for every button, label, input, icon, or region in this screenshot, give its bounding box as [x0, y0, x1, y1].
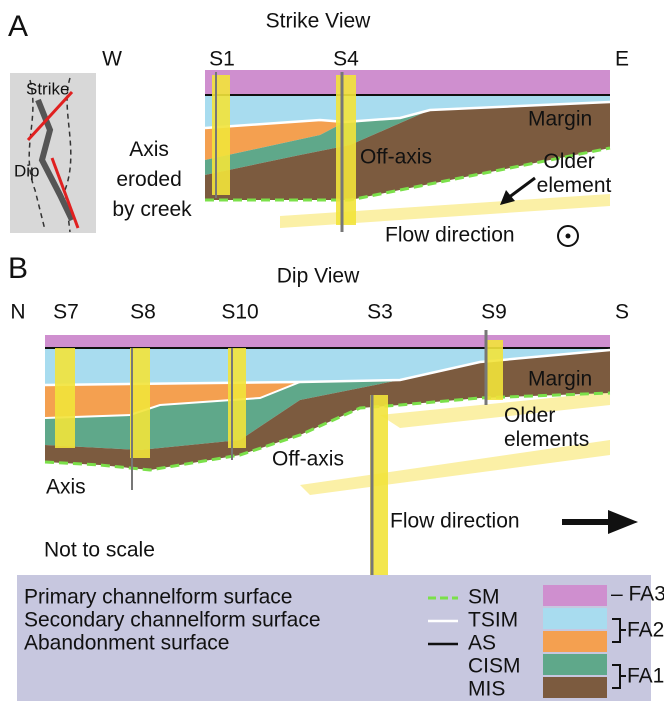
legend-label: FA2: [627, 619, 664, 642]
region-label: Off-axis: [360, 146, 432, 169]
legend-label: SM: [468, 586, 500, 609]
shape: [566, 234, 571, 239]
region-label: Off-axis: [272, 448, 344, 471]
shape: [205, 70, 610, 95]
region-label: Margin: [528, 368, 592, 391]
section-label: S4: [333, 48, 359, 71]
shape: [508, 178, 535, 198]
shape: [543, 608, 607, 629]
legend-label: Abandonment surface: [24, 632, 229, 655]
shape: [543, 677, 607, 698]
panel-label: A: [8, 10, 28, 43]
text-line: elements: [504, 428, 589, 451]
legend-label: AS: [468, 632, 496, 655]
shape: [336, 75, 356, 225]
shape: [228, 348, 246, 448]
inset-label: Dip: [14, 161, 40, 180]
text-line: by creek: [112, 198, 192, 221]
section-label: S10: [221, 301, 258, 324]
text-line: element: [537, 174, 612, 197]
section-label: S8: [130, 301, 156, 324]
legend-label: Primary channelform surface: [24, 586, 292, 609]
direction: W: [102, 48, 122, 71]
page: {"panel_a":{"label":"A","title":"Strike …: [0, 0, 664, 704]
legend-label: FA1: [627, 665, 664, 688]
section-label: S9: [481, 301, 507, 324]
shape: [543, 631, 607, 652]
text-line: Older: [543, 150, 594, 173]
section-label: S1: [209, 48, 235, 71]
legend-label: – FA3: [611, 583, 664, 606]
shape: [485, 340, 503, 400]
text-line: Axis: [129, 138, 169, 161]
region-label: Margin: [528, 108, 592, 131]
note: Axis eroded by creek: [112, 138, 192, 221]
shape: [543, 585, 607, 606]
panel-label: B: [8, 252, 28, 285]
text-line: eroded: [116, 168, 181, 191]
shape: [45, 335, 610, 348]
direction: N: [10, 301, 25, 324]
panel-title: Dip View: [277, 265, 360, 288]
flow-out-of-page-symbol: [558, 226, 578, 246]
inset-label: Strike: [26, 79, 69, 98]
shape: [543, 654, 607, 675]
note: Not to scale: [44, 539, 155, 562]
section-label: S7: [53, 301, 79, 324]
section-label: S3: [367, 301, 393, 324]
shape: [55, 348, 75, 448]
legend-label: TSIM: [468, 609, 518, 632]
arrow: [562, 510, 638, 534]
legend-label: Secondary channelform surface: [24, 609, 321, 632]
direction: E: [615, 48, 629, 71]
figure: A Strike View W E S1 S4 Strike Dip Axis …: [0, 0, 664, 704]
region-label: Older elements: [504, 404, 589, 451]
legend-label: MIS: [468, 678, 505, 701]
shape: [608, 510, 638, 534]
direction: S: [615, 301, 629, 324]
region-label: Older element: [537, 150, 612, 197]
flow-label: Flow direction: [385, 224, 515, 247]
legend-label: CISM: [468, 655, 521, 678]
panel-title: Strike View: [266, 10, 371, 33]
region-label: Axis: [46, 476, 86, 499]
flow-label: Flow direction: [390, 510, 520, 533]
shape: [212, 75, 230, 195]
text-line: Older: [504, 404, 555, 427]
